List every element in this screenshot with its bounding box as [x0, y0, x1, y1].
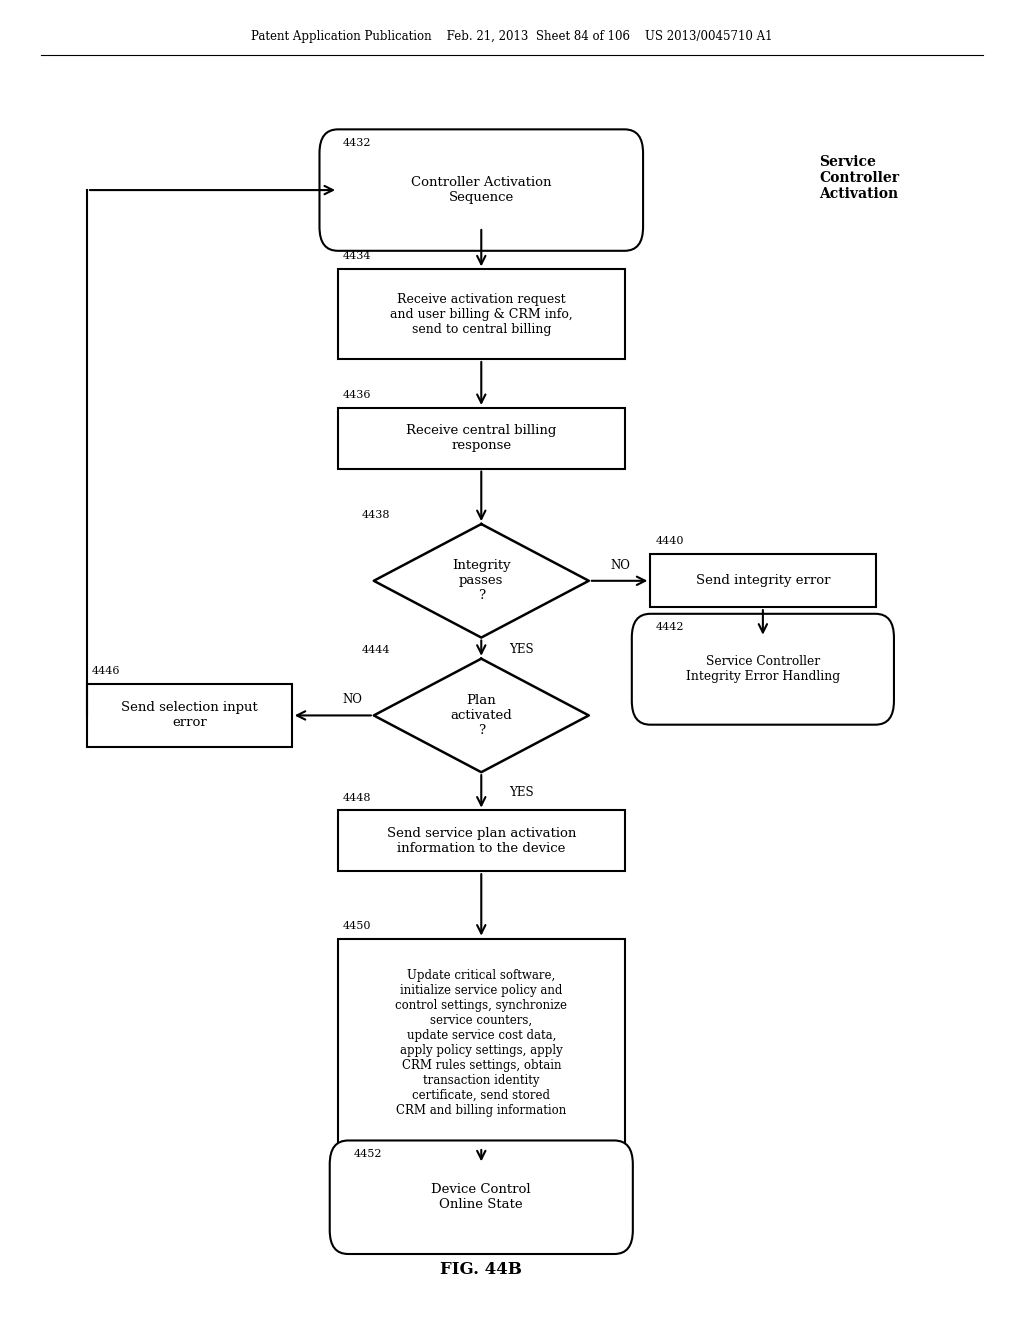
Text: 4440: 4440	[655, 536, 684, 546]
Text: Send selection input
error: Send selection input error	[121, 701, 258, 730]
FancyBboxPatch shape	[319, 129, 643, 251]
Text: FIG. 44B: FIG. 44B	[440, 1262, 522, 1278]
Text: Receive central billing
response: Receive central billing response	[407, 424, 556, 453]
Text: Service
Controller
Activation: Service Controller Activation	[819, 154, 899, 202]
Text: 4438: 4438	[361, 510, 390, 520]
FancyBboxPatch shape	[650, 554, 876, 607]
Text: Device Control
Online State: Device Control Online State	[431, 1183, 531, 1212]
Text: Patent Application Publication    Feb. 21, 2013  Sheet 84 of 106    US 2013/0045: Patent Application Publication Feb. 21, …	[251, 30, 773, 44]
FancyBboxPatch shape	[338, 810, 625, 871]
Text: 4436: 4436	[343, 389, 372, 400]
Text: Receive activation request
and user billing & CRM info,
send to central billing: Receive activation request and user bill…	[390, 293, 572, 335]
Text: Integrity
passes
?: Integrity passes ?	[452, 560, 511, 602]
Text: 4452: 4452	[353, 1148, 382, 1159]
Text: 4432: 4432	[343, 137, 372, 148]
Polygon shape	[374, 524, 589, 638]
Text: Send service plan activation
information to the device: Send service plan activation information…	[387, 826, 575, 855]
Text: 4446: 4446	[92, 665, 121, 676]
Text: YES: YES	[509, 785, 534, 799]
FancyBboxPatch shape	[338, 939, 625, 1147]
Text: 4434: 4434	[343, 251, 372, 261]
Text: 4444: 4444	[361, 644, 390, 655]
Text: 4450: 4450	[343, 920, 372, 931]
FancyBboxPatch shape	[330, 1140, 633, 1254]
FancyBboxPatch shape	[87, 684, 292, 747]
Text: YES: YES	[509, 643, 534, 656]
FancyBboxPatch shape	[632, 614, 894, 725]
FancyBboxPatch shape	[338, 269, 625, 359]
Text: Service Controller
Integrity Error Handling: Service Controller Integrity Error Handl…	[686, 655, 840, 684]
Text: NO: NO	[610, 558, 631, 572]
Text: NO: NO	[342, 693, 362, 706]
Text: Send integrity error: Send integrity error	[695, 574, 830, 587]
Text: 4448: 4448	[343, 792, 372, 803]
Text: Update critical software,
initialize service policy and
control settings, synchr: Update critical software, initialize ser…	[395, 969, 567, 1117]
Text: 4442: 4442	[655, 622, 684, 632]
Polygon shape	[374, 659, 589, 772]
Text: Plan
activated
?: Plan activated ?	[451, 694, 512, 737]
FancyBboxPatch shape	[338, 408, 625, 469]
Text: Controller Activation
Sequence: Controller Activation Sequence	[411, 176, 552, 205]
